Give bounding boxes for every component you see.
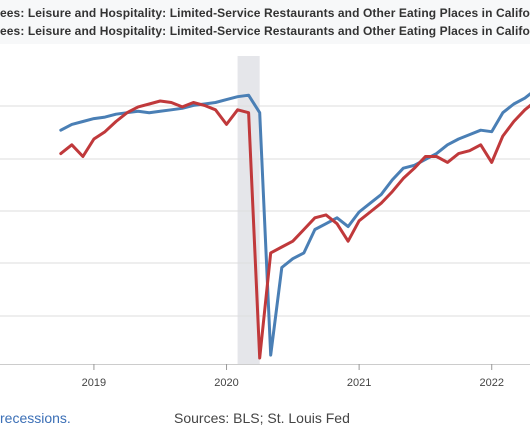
legend-item-series-2: ees: Leisure and Hospitality: Limited-Se… — [0, 24, 530, 42]
x-tick-label: 2022 — [479, 377, 503, 389]
footer: recessions. Sources: BLS; St. Louis Fed — [0, 400, 530, 442]
recession-band — [237, 56, 260, 364]
series-line-2 — [59, 99, 530, 360]
sources-note: Sources: BLS; St. Louis Fed — [174, 410, 350, 426]
legend-label-series-2: ees: Leisure and Hospitality: Limited-Se… — [0, 24, 530, 38]
x-axis: 2019 2020 2021 2022 — [0, 364, 530, 389]
x-tick-label: 2021 — [347, 377, 371, 389]
x-tick-label: 2019 — [82, 377, 106, 389]
legend-label-series-1: ees: Leisure and Hospitality: Limited-Se… — [0, 6, 530, 20]
x-tick-label: 2020 — [214, 377, 238, 389]
recessions-link[interactable]: recessions. — [0, 410, 71, 426]
legend-item-series-1: ees: Leisure and Hospitality: Limited-Se… — [0, 6, 530, 24]
series-line-1 — [59, 92, 530, 357]
line-chart: 2019 2020 2021 2022 — [0, 56, 530, 400]
recession-shading-layer — [237, 56, 260, 364]
series-layer — [59, 92, 530, 360]
legend: ees: Leisure and Hospitality: Limited-Se… — [0, 0, 530, 44]
